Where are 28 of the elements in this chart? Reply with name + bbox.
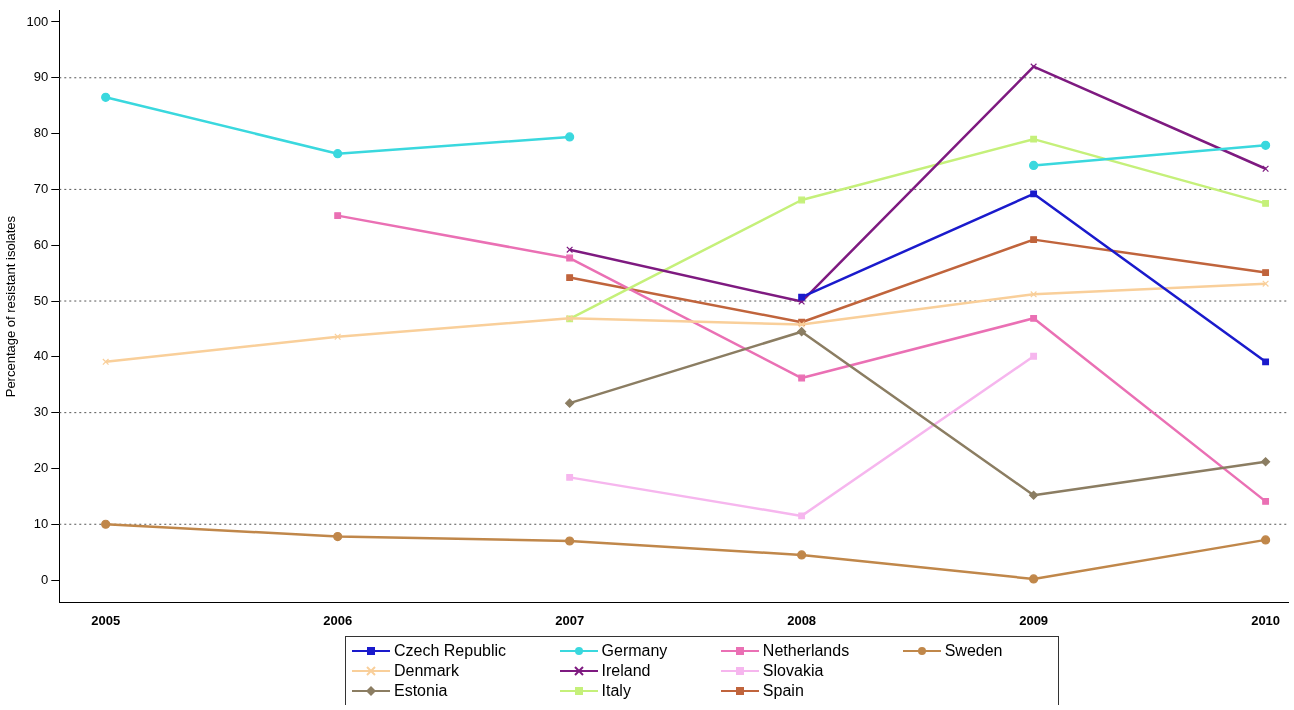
legend-label: Denmark <box>394 662 459 680</box>
legend-label: Czech Republic <box>394 642 507 660</box>
x-tick-label: 2008 <box>787 612 817 628</box>
legend-label: Ireland <box>601 662 651 680</box>
y-tick-label: 30 <box>33 404 49 420</box>
x-tick-label: 2009 <box>1019 612 1049 628</box>
y-tick-label: 20 <box>33 460 49 476</box>
y-tick-label: 100 <box>26 13 49 29</box>
legend-label: Spain <box>762 682 804 700</box>
y-tick-label: 70 <box>33 180 49 196</box>
y-tick-label: 80 <box>33 125 49 141</box>
x-tick-label: 2005 <box>91 612 121 628</box>
legend-label: Germany <box>601 642 668 660</box>
y-axis-title: Percentage of resistant isolates <box>3 215 19 398</box>
y-tick-label: 90 <box>33 69 49 85</box>
x-tick-label: 2006 <box>323 612 353 628</box>
legend-label: Estonia <box>394 682 448 700</box>
legend-label: Netherlands <box>762 642 850 660</box>
y-tick-label: 40 <box>33 348 49 364</box>
y-tick-label: 50 <box>33 292 49 308</box>
y-tick-label: 0 <box>41 571 49 587</box>
legend-label: Italy <box>601 682 631 700</box>
legend-label: Slovakia <box>762 662 824 680</box>
y-tick-label: 60 <box>33 236 49 252</box>
x-tick-label: 2007 <box>555 612 585 628</box>
y-tick-label: 10 <box>33 515 49 531</box>
x-tick-label: 2010 <box>1251 612 1281 628</box>
legend-label: Sweden <box>944 642 1003 660</box>
